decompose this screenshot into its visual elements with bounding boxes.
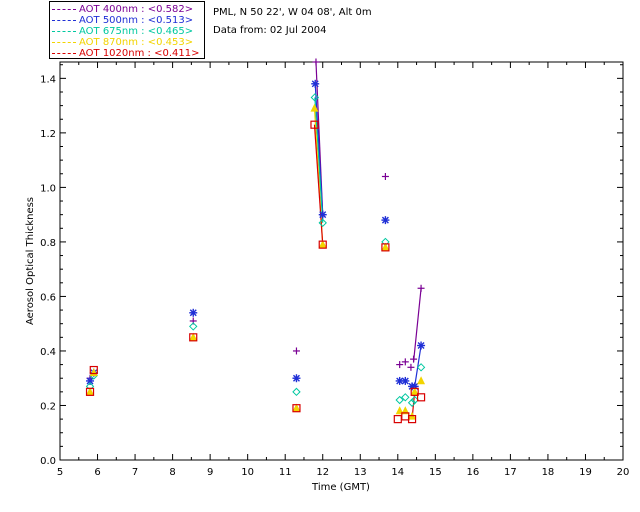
x-axis-title: Time (GMT) <box>311 482 370 493</box>
legend-label-870nm: AOT 870nm : <0.453> <box>79 37 194 48</box>
x-tick-label-15: 15 <box>429 467 442 478</box>
legend-label-400nm: AOT 400nm : <0.582> <box>79 4 194 15</box>
x-tick-label-16: 16 <box>466 467 479 478</box>
point-870nm-11 <box>417 376 426 385</box>
site-info: PML, N 50 22', W 04 08', Alt 0m <box>213 7 372 18</box>
point-675nm-11 <box>416 363 426 372</box>
point-1020nm-7 <box>393 415 402 424</box>
y-tick-label-0.6: 0.6 <box>40 292 56 303</box>
point-675nm-8 <box>401 393 410 402</box>
point-1020nm-4 <box>310 120 319 129</box>
point-1020nm-10 <box>410 387 419 396</box>
point-675nm-5 <box>318 218 327 228</box>
y-axis: 0.0 0.2 0.4 0.6 0.8 1.0 1.2 1.4 <box>40 64 623 467</box>
x-tick-label-20: 20 <box>617 467 630 478</box>
plot-frame <box>59 61 624 461</box>
point-500nm-2 <box>189 308 198 317</box>
y-tick-label-1.4: 1.4 <box>40 74 56 85</box>
point-400nm-3 <box>292 347 300 355</box>
point-675nm-7 <box>395 395 404 405</box>
legend-label-1020nm: AOT 1020nm : <0.411> <box>79 48 200 59</box>
point-400nm-4 <box>312 58 320 66</box>
series-line-500nm-1 <box>414 345 422 387</box>
legend-swatch-500nm <box>52 20 76 21</box>
legend-swatch-870nm <box>52 42 76 43</box>
point-870nm-7 <box>395 406 404 415</box>
series-line-675nm-0 <box>314 97 324 223</box>
point-400nm-9 <box>407 363 415 371</box>
legend-swatch-675nm <box>52 31 76 32</box>
x-tick-label-18: 18 <box>542 467 555 478</box>
x-tick-label-7: 7 <box>132 467 138 478</box>
y-tick-label-0.2: 0.2 <box>40 401 56 412</box>
point-675nm-2 <box>189 322 198 331</box>
point-1020nm-0 <box>85 387 95 396</box>
point-500nm-6 <box>381 216 390 225</box>
point-400nm-11 <box>417 284 425 292</box>
legend-entry-400nm: AOT 400nm : <0.582> <box>52 4 193 15</box>
x-tick-label-8: 8 <box>169 467 175 478</box>
series-markers <box>85 58 426 424</box>
series-line-500nm-0 <box>314 83 324 215</box>
x-tick-label-14: 14 <box>391 467 404 478</box>
point-1020nm-5 <box>318 240 327 249</box>
x-tick-label-6: 6 <box>94 467 100 478</box>
point-1020nm-1 <box>89 365 98 375</box>
point-500nm-3 <box>292 374 301 383</box>
point-500nm-11 <box>417 341 426 350</box>
point-675nm-4 <box>310 93 320 102</box>
x-tick-label-19: 19 <box>579 467 592 478</box>
point-500nm-5 <box>318 210 327 219</box>
y-tick-label-1.2: 1.2 <box>40 129 56 140</box>
legend-label-500nm: AOT 500nm : <0.513> <box>79 15 194 26</box>
point-500nm-0 <box>86 376 95 385</box>
legend-swatch-400nm <box>52 9 76 10</box>
point-1020nm-2 <box>189 333 198 342</box>
x-tick-label-13: 13 <box>354 467 367 478</box>
y-tick-label-0.4: 0.4 <box>40 347 56 358</box>
point-870nm-8 <box>401 406 410 415</box>
point-1020nm-11 <box>416 393 426 402</box>
point-675nm-9 <box>407 398 417 407</box>
x-tick-label-9: 9 <box>207 467 213 478</box>
point-870nm-4 <box>310 103 319 112</box>
legend-entry-1020nm: AOT 1020nm : <0.411> <box>52 48 199 59</box>
y-tick-label-1.0: 1.0 <box>40 183 56 194</box>
point-500nm-4 <box>311 79 320 88</box>
x-tick-label-10: 10 <box>241 467 254 478</box>
y-tick-label-0.0: 0.0 <box>40 456 56 467</box>
point-400nm-10 <box>410 355 418 363</box>
point-1020nm-6 <box>381 243 390 252</box>
legend-label-675nm: AOT 675nm : <0.465> <box>79 26 194 37</box>
point-500nm-8 <box>401 376 410 385</box>
point-1020nm-9 <box>407 415 417 424</box>
legend-entry-675nm: AOT 675nm : <0.465> <box>52 26 193 37</box>
legend: AOT 400nm : <0.582> AOT 500nm : <0.513> … <box>49 1 205 59</box>
point-400nm-8 <box>401 358 409 366</box>
point-400nm-7 <box>396 361 404 369</box>
x-tick-label-5: 5 <box>57 467 63 478</box>
legend-swatch-1020nm <box>52 53 76 54</box>
y-axis-title: Aerosol Optical Thickness <box>25 197 36 325</box>
point-1020nm-3 <box>292 404 301 413</box>
legend-entry-870nm: AOT 870nm : <0.453> <box>52 37 193 48</box>
point-400nm-6 <box>381 172 389 180</box>
point-675nm-3 <box>292 387 301 397</box>
date-info: Data from: 02 Jul 2004 <box>213 25 327 36</box>
x-tick-label-11: 11 <box>279 467 292 478</box>
legend-entry-500nm: AOT 500nm : <0.513> <box>52 15 193 26</box>
series-lines <box>313 61 422 420</box>
x-tick-label-17: 17 <box>504 467 517 478</box>
y-tick-label-0.8: 0.8 <box>40 238 56 249</box>
x-tick-label-12: 12 <box>316 467 329 478</box>
series-line-400nm-1 <box>412 288 422 362</box>
x-axis: 5 6 7 8 9 10 11 12 13 14 15 16 17 18 19 20 <box>57 62 630 478</box>
